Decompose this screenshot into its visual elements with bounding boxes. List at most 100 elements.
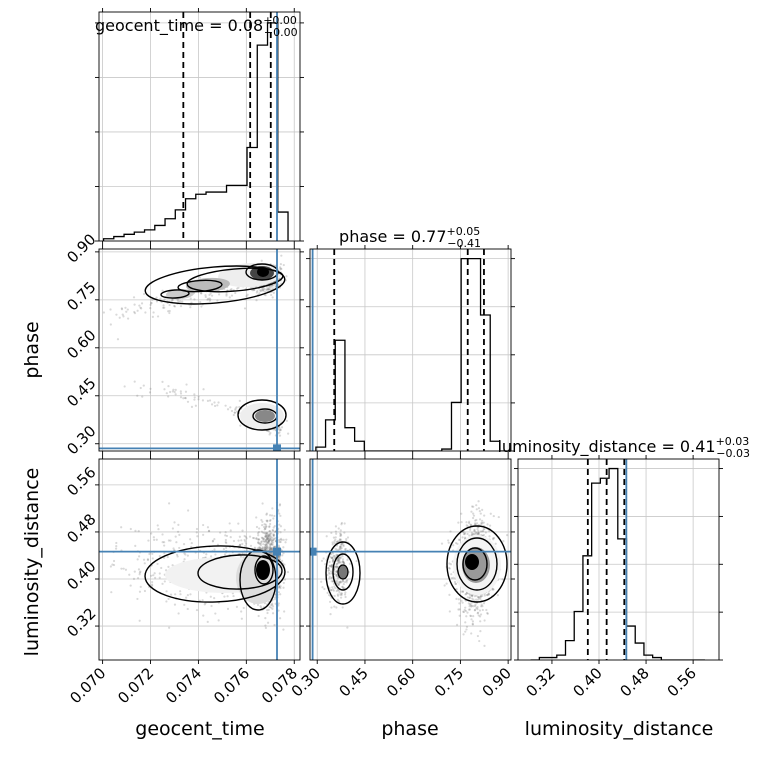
sample-point <box>237 539 240 542</box>
sample-point <box>339 596 343 599</box>
sample-point <box>157 528 160 531</box>
sample-point <box>332 554 335 557</box>
sample-point <box>485 608 488 612</box>
sample-point <box>173 603 177 606</box>
sample-point <box>466 532 469 536</box>
sample-point <box>150 302 153 305</box>
sample-point <box>189 538 192 541</box>
sample-point <box>339 538 343 541</box>
sample-point <box>339 547 342 550</box>
hist-bin <box>635 643 644 660</box>
sample-point <box>268 433 271 436</box>
sample-point <box>206 620 209 623</box>
x-tick-label: 0.45 <box>335 664 371 700</box>
hist-bin <box>278 212 288 241</box>
sample-point <box>320 559 324 562</box>
sample-point <box>258 542 261 545</box>
sample-point <box>339 545 342 549</box>
sample-point <box>228 296 231 299</box>
sample-point <box>472 512 475 515</box>
sample-point <box>271 287 274 290</box>
sample-point <box>488 535 491 538</box>
x-tick-label: 0.072 <box>114 664 157 707</box>
sample-point <box>282 581 285 585</box>
sample-point <box>173 305 177 308</box>
y-tick-label: 0.56 <box>63 463 99 499</box>
sample-point <box>208 297 211 300</box>
sample-point <box>256 541 260 545</box>
y-tick-label: 0.48 <box>63 510 99 546</box>
sample-point <box>478 518 482 521</box>
sample-point <box>448 610 451 613</box>
sample-point <box>268 548 271 552</box>
sample-point <box>481 594 484 598</box>
sample-point <box>333 555 336 558</box>
sample-point <box>269 532 272 535</box>
sample-point <box>167 395 170 398</box>
sample-point <box>179 392 183 395</box>
sample-point <box>279 593 282 596</box>
sample-point <box>278 558 281 561</box>
title-plus: +0.03 <box>716 435 750 448</box>
sample-point <box>471 533 475 536</box>
sample-point <box>464 630 467 633</box>
x-tick-label: 0.076 <box>210 664 253 707</box>
sample-point <box>469 604 472 607</box>
sample-point <box>333 585 336 588</box>
sample-point <box>174 535 177 538</box>
sample-point <box>342 587 345 590</box>
sample-point <box>266 534 269 537</box>
sample-point <box>179 300 182 303</box>
sample-point <box>270 542 273 545</box>
sample-point <box>280 254 283 257</box>
sample-point <box>202 523 205 527</box>
sample-point <box>267 541 270 544</box>
sample-point <box>341 560 344 563</box>
sample-point <box>244 535 247 539</box>
sample-point <box>267 608 270 611</box>
sample-point <box>466 525 469 528</box>
panel-geocent-time-hist: geocent_time = 0.08+0.00 −0.00 <box>95 8 304 245</box>
sample-point <box>480 603 483 606</box>
sample-point <box>339 593 342 596</box>
sample-point <box>474 532 477 536</box>
sample-point <box>477 531 480 535</box>
sample-point <box>151 557 154 560</box>
sample-point <box>272 517 275 520</box>
sample-point <box>161 380 164 384</box>
sample-point <box>282 586 285 589</box>
sample-point <box>126 308 129 311</box>
sample-point <box>202 533 205 536</box>
sample-point <box>462 610 465 613</box>
y-tick-label: 0.60 <box>63 326 99 362</box>
sample-point <box>210 294 214 297</box>
sample-point <box>199 301 202 304</box>
sample-point <box>270 539 273 542</box>
sample-point <box>269 522 272 526</box>
quantiles-geocent-time <box>182 12 272 241</box>
sample-point <box>210 403 214 406</box>
sample-point <box>213 404 217 408</box>
sample-point <box>264 617 267 620</box>
sample-point <box>261 546 264 549</box>
sample-point <box>177 612 180 615</box>
sample-point <box>179 390 182 393</box>
sample-point <box>263 523 266 526</box>
x-axis-label-phase: phase <box>381 718 438 740</box>
sample-point <box>263 548 267 552</box>
sample-point <box>467 602 470 605</box>
sample-point <box>238 399 241 402</box>
sample-point <box>475 607 478 610</box>
sample-point <box>465 592 468 596</box>
sample-point <box>228 522 231 525</box>
sample-point <box>279 514 282 517</box>
sample-point <box>338 581 341 585</box>
title-minus: −0.00 <box>264 26 298 39</box>
sample-point <box>489 512 492 515</box>
sample-point <box>455 597 458 600</box>
sample-point <box>268 530 272 533</box>
sample-point <box>331 586 334 589</box>
truth-phase-vs-geocent-time <box>99 249 300 451</box>
sample-point <box>486 594 489 597</box>
hist-bin <box>237 185 247 241</box>
